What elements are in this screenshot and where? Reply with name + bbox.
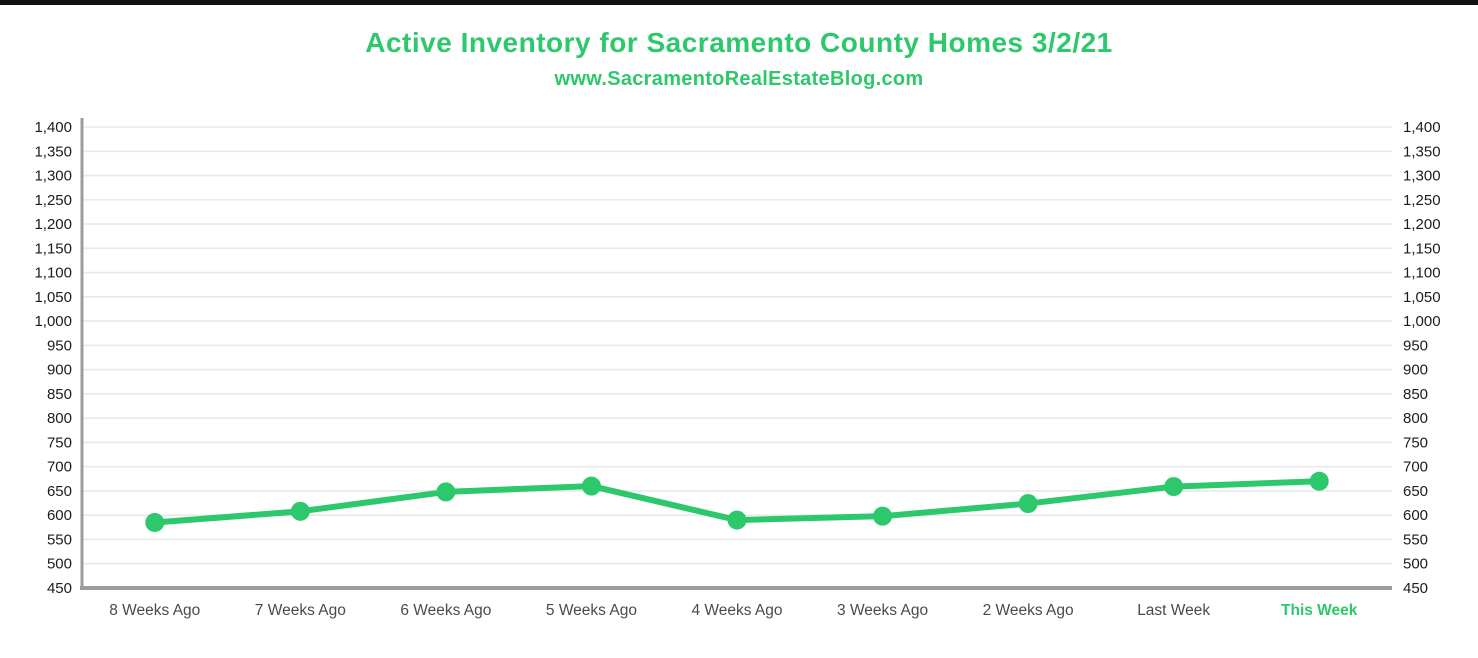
- chart-subtitle: www.SacramentoRealEstateBlog.com: [554, 68, 924, 90]
- x-tick-label: 6 Weeks Ago: [400, 602, 491, 619]
- y-tick-label-left: 450: [47, 580, 72, 597]
- y-tick-label-right: 1,150: [1403, 240, 1441, 257]
- y-tick-label-right: 1,350: [1403, 143, 1441, 160]
- x-tick-label: Last Week: [1137, 602, 1210, 619]
- data-point: [873, 506, 893, 526]
- y-tick-label-right: 1,250: [1403, 192, 1441, 209]
- top-border-bar: [0, 0, 1478, 5]
- y-tick-label-left: 1,200: [34, 216, 72, 233]
- y-tick-label-right: 550: [1403, 531, 1428, 548]
- x-tick-label: 5 Weeks Ago: [546, 602, 637, 619]
- y-tick-label-left: 1,100: [34, 265, 72, 282]
- data-point: [145, 512, 165, 532]
- y-tick-label-right: 500: [1403, 556, 1428, 573]
- data-point: [1309, 471, 1329, 491]
- y-tick-label-right: 1,050: [1403, 289, 1441, 306]
- y-tick-label-left: 650: [47, 483, 72, 500]
- y-tick-label-left: 600: [47, 507, 72, 524]
- y-tick-label-left: 700: [47, 459, 72, 476]
- chart-title: Active Inventory for Sacramento County H…: [365, 27, 1113, 58]
- y-tick-label-left: 1,150: [34, 240, 72, 257]
- y-tick-label-right: 700: [1403, 459, 1428, 476]
- data-point: [1164, 477, 1184, 497]
- y-tick-label-left: 1,400: [34, 119, 72, 136]
- y-tick-label-right: 1,200: [1403, 216, 1441, 233]
- data-point: [1018, 494, 1038, 514]
- data-point: [436, 482, 456, 502]
- y-tick-label-right: 650: [1403, 483, 1428, 500]
- y-tick-label-right: 1,100: [1403, 265, 1441, 282]
- data-point: [290, 501, 310, 521]
- y-tick-label-left: 850: [47, 386, 72, 403]
- y-tick-label-left: 550: [47, 531, 72, 548]
- y-tick-label-right: 900: [1403, 362, 1428, 379]
- y-tick-label-right: 800: [1403, 410, 1428, 427]
- y-tick-label-left: 800: [47, 410, 72, 427]
- y-tick-label-right: 450: [1403, 580, 1428, 597]
- x-tick-label: 8 Weeks Ago: [109, 602, 200, 619]
- data-point: [727, 510, 747, 530]
- y-tick-label-left: 1,350: [34, 143, 72, 160]
- y-tick-label-right: 600: [1403, 507, 1428, 524]
- y-tick-label-left: 500: [47, 556, 72, 573]
- chart-header: Active Inventory for Sacramento County H…: [0, 27, 1478, 91]
- y-tick-label-right: 850: [1403, 386, 1428, 403]
- y-tick-label-left: 1,250: [34, 192, 72, 209]
- y-tick-label-left: 1,050: [34, 289, 72, 306]
- x-tick-label: 2 Weeks Ago: [983, 602, 1074, 619]
- x-tick-label-highlighted: This Week: [1281, 602, 1358, 619]
- y-tick-label-right: 1,300: [1403, 168, 1441, 185]
- y-tick-label-left: 1,000: [34, 313, 72, 330]
- x-tick-label: 4 Weeks Ago: [691, 602, 782, 619]
- y-tick-label-left: 750: [47, 434, 72, 451]
- x-tick-label: 7 Weeks Ago: [255, 602, 346, 619]
- y-tick-label-right: 750: [1403, 434, 1428, 451]
- y-tick-label-right: 1,400: [1403, 119, 1441, 136]
- x-tick-label: 3 Weeks Ago: [837, 602, 928, 619]
- y-tick-label-left: 950: [47, 337, 72, 354]
- y-tick-label-left: 900: [47, 362, 72, 379]
- y-tick-label-right: 1,000: [1403, 313, 1441, 330]
- y-tick-label-right: 950: [1403, 337, 1428, 354]
- y-tick-label-left: 1,300: [34, 168, 72, 185]
- data-point: [581, 476, 601, 496]
